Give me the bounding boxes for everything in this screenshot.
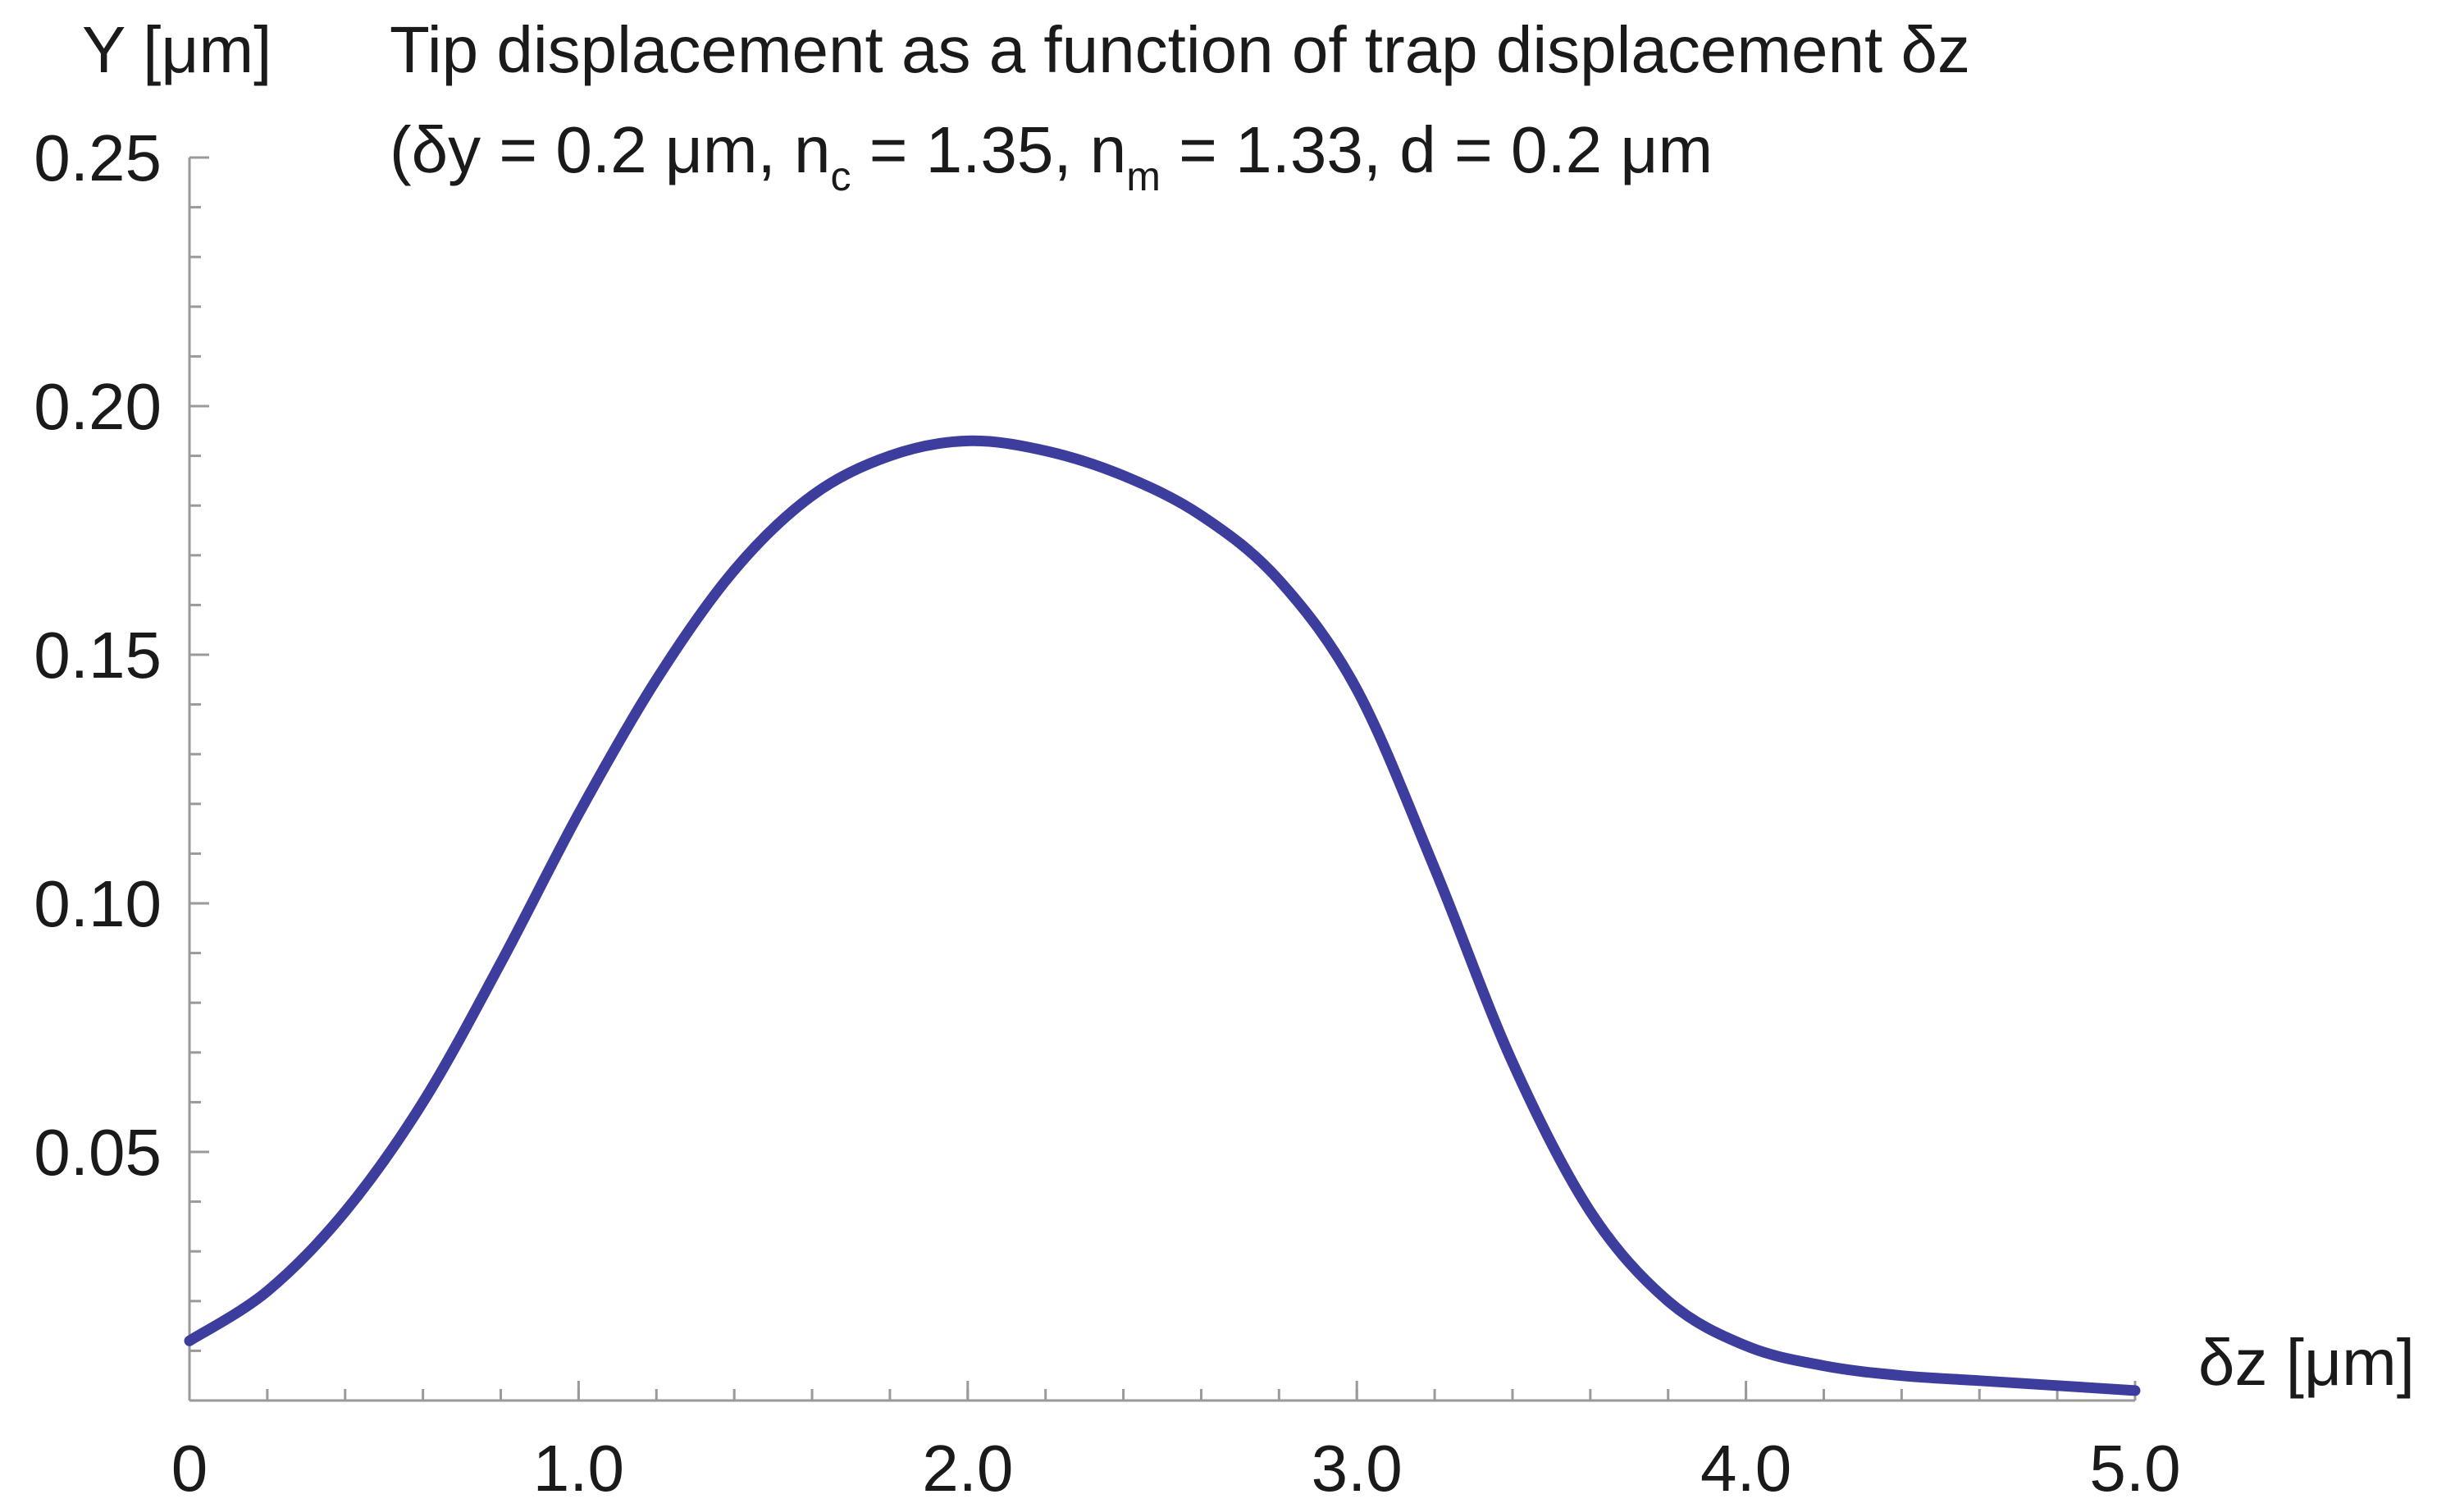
x-tick-label: 1.0 xyxy=(533,1432,624,1505)
series-line xyxy=(184,435,2141,1396)
y-axis-label: Y [μm] xyxy=(82,13,271,86)
subtitle-part-1: (δy = 0.2 μm, n xyxy=(390,113,830,186)
y-tick-label: 0.15 xyxy=(34,619,162,692)
chart-title: Tip displacement as a function of trap d… xyxy=(390,13,1970,86)
series xyxy=(184,435,2141,1396)
y-tick-label: 0.20 xyxy=(34,370,162,443)
x-tick-label: 5.0 xyxy=(2089,1432,2180,1505)
x-tick-label: 0 xyxy=(171,1432,208,1505)
chart-subtitle: (δy = 0.2 μm, nc = 1.35, nm = 1.33, d = … xyxy=(390,113,1713,199)
y-tick-label: 0.10 xyxy=(34,867,162,940)
subtitle-subscript-m: m xyxy=(1126,153,1161,199)
minor-ticks xyxy=(189,156,2137,1401)
subtitle-subscript-c: c xyxy=(830,153,851,199)
subtitle-part-2: = 1.35, n xyxy=(851,113,1126,186)
x-tick-label: 3.0 xyxy=(1312,1432,1403,1505)
x-ticks: 0 1.0 2.0 3.0 4.0 5.0 xyxy=(171,1381,2181,1505)
x-tick-label: 2.0 xyxy=(922,1432,1013,1505)
subtitle-part-3: = 1.33, d = 0.2 μm xyxy=(1161,113,1713,186)
x-tick-label: 4.0 xyxy=(1700,1432,1791,1505)
y-ticks: 0.05 0.10 0.15 0.20 0.25 xyxy=(34,121,209,1189)
y-tick-label: 0.05 xyxy=(34,1116,162,1189)
y-tick-label: 0.25 xyxy=(34,121,162,194)
axes xyxy=(188,158,2135,1402)
x-axis-label: δz [μm] xyxy=(2198,1326,2415,1399)
